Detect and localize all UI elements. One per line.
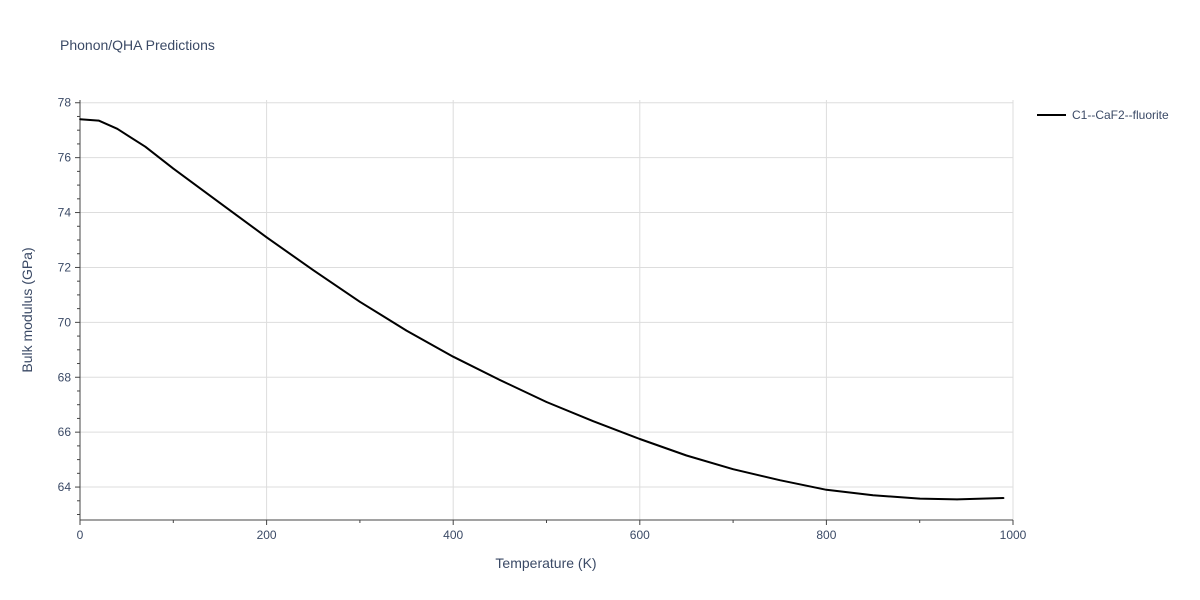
- x-tick-label: 1000: [1000, 528, 1027, 542]
- data-point: [116, 128, 119, 130]
- data-point: [97, 119, 100, 122]
- data-point: [545, 401, 548, 403]
- data-point: [359, 300, 361, 303]
- data-point: [219, 202, 221, 204]
- data-point: [918, 497, 921, 500]
- y-tick-label: 72: [58, 260, 72, 274]
- x-axis-title: Temperature (K): [495, 555, 596, 571]
- data-point: [405, 329, 408, 332]
- series-layer: [79, 118, 1005, 501]
- series-line[interactable]: [79, 118, 1004, 501]
- data-point: [1002, 497, 1005, 499]
- x-tick-label: 200: [257, 528, 277, 542]
- data-point: [312, 269, 315, 271]
- x-tick-label: 800: [816, 528, 836, 542]
- data-point: [825, 489, 828, 491]
- x-tick-label: 600: [630, 528, 650, 542]
- data-point: [778, 479, 781, 481]
- y-tick-label: 66: [58, 425, 72, 439]
- y-tick-label: 64: [58, 480, 72, 494]
- legend[interactable]: C1--CaF2--fluorite: [1037, 108, 1169, 122]
- grid: [80, 100, 1014, 520]
- y-tick-label: 76: [58, 151, 72, 165]
- data-point: [685, 454, 688, 457]
- data-point: [265, 236, 268, 239]
- data-point: [956, 498, 958, 501]
- y-tick-label: 74: [58, 206, 72, 220]
- y-axis-title: Bulk modulus (GPa): [19, 247, 35, 372]
- y-tick-label: 68: [58, 370, 72, 384]
- data-point: [592, 420, 594, 422]
- data-point: [872, 494, 874, 497]
- axes: 0 200 400 600 800 1000 64 66 68 70 72 74 76 78: [58, 96, 1027, 542]
- chart-title: Phonon/QHA Predictions: [60, 37, 215, 53]
- y-tick-label: 78: [58, 96, 72, 110]
- data-point: [499, 379, 501, 381]
- data-point: [639, 438, 641, 440]
- y-tick-label: 70: [58, 315, 72, 329]
- data-point: [144, 145, 147, 148]
- data-point: [79, 118, 81, 121]
- data-point: [732, 468, 734, 471]
- data-point: [172, 167, 175, 170]
- x-tick-label: 400: [443, 528, 463, 542]
- x-tick-label: 0: [77, 528, 84, 542]
- legend-label: C1--CaF2--fluorite: [1072, 108, 1169, 122]
- data-point: [452, 355, 455, 358]
